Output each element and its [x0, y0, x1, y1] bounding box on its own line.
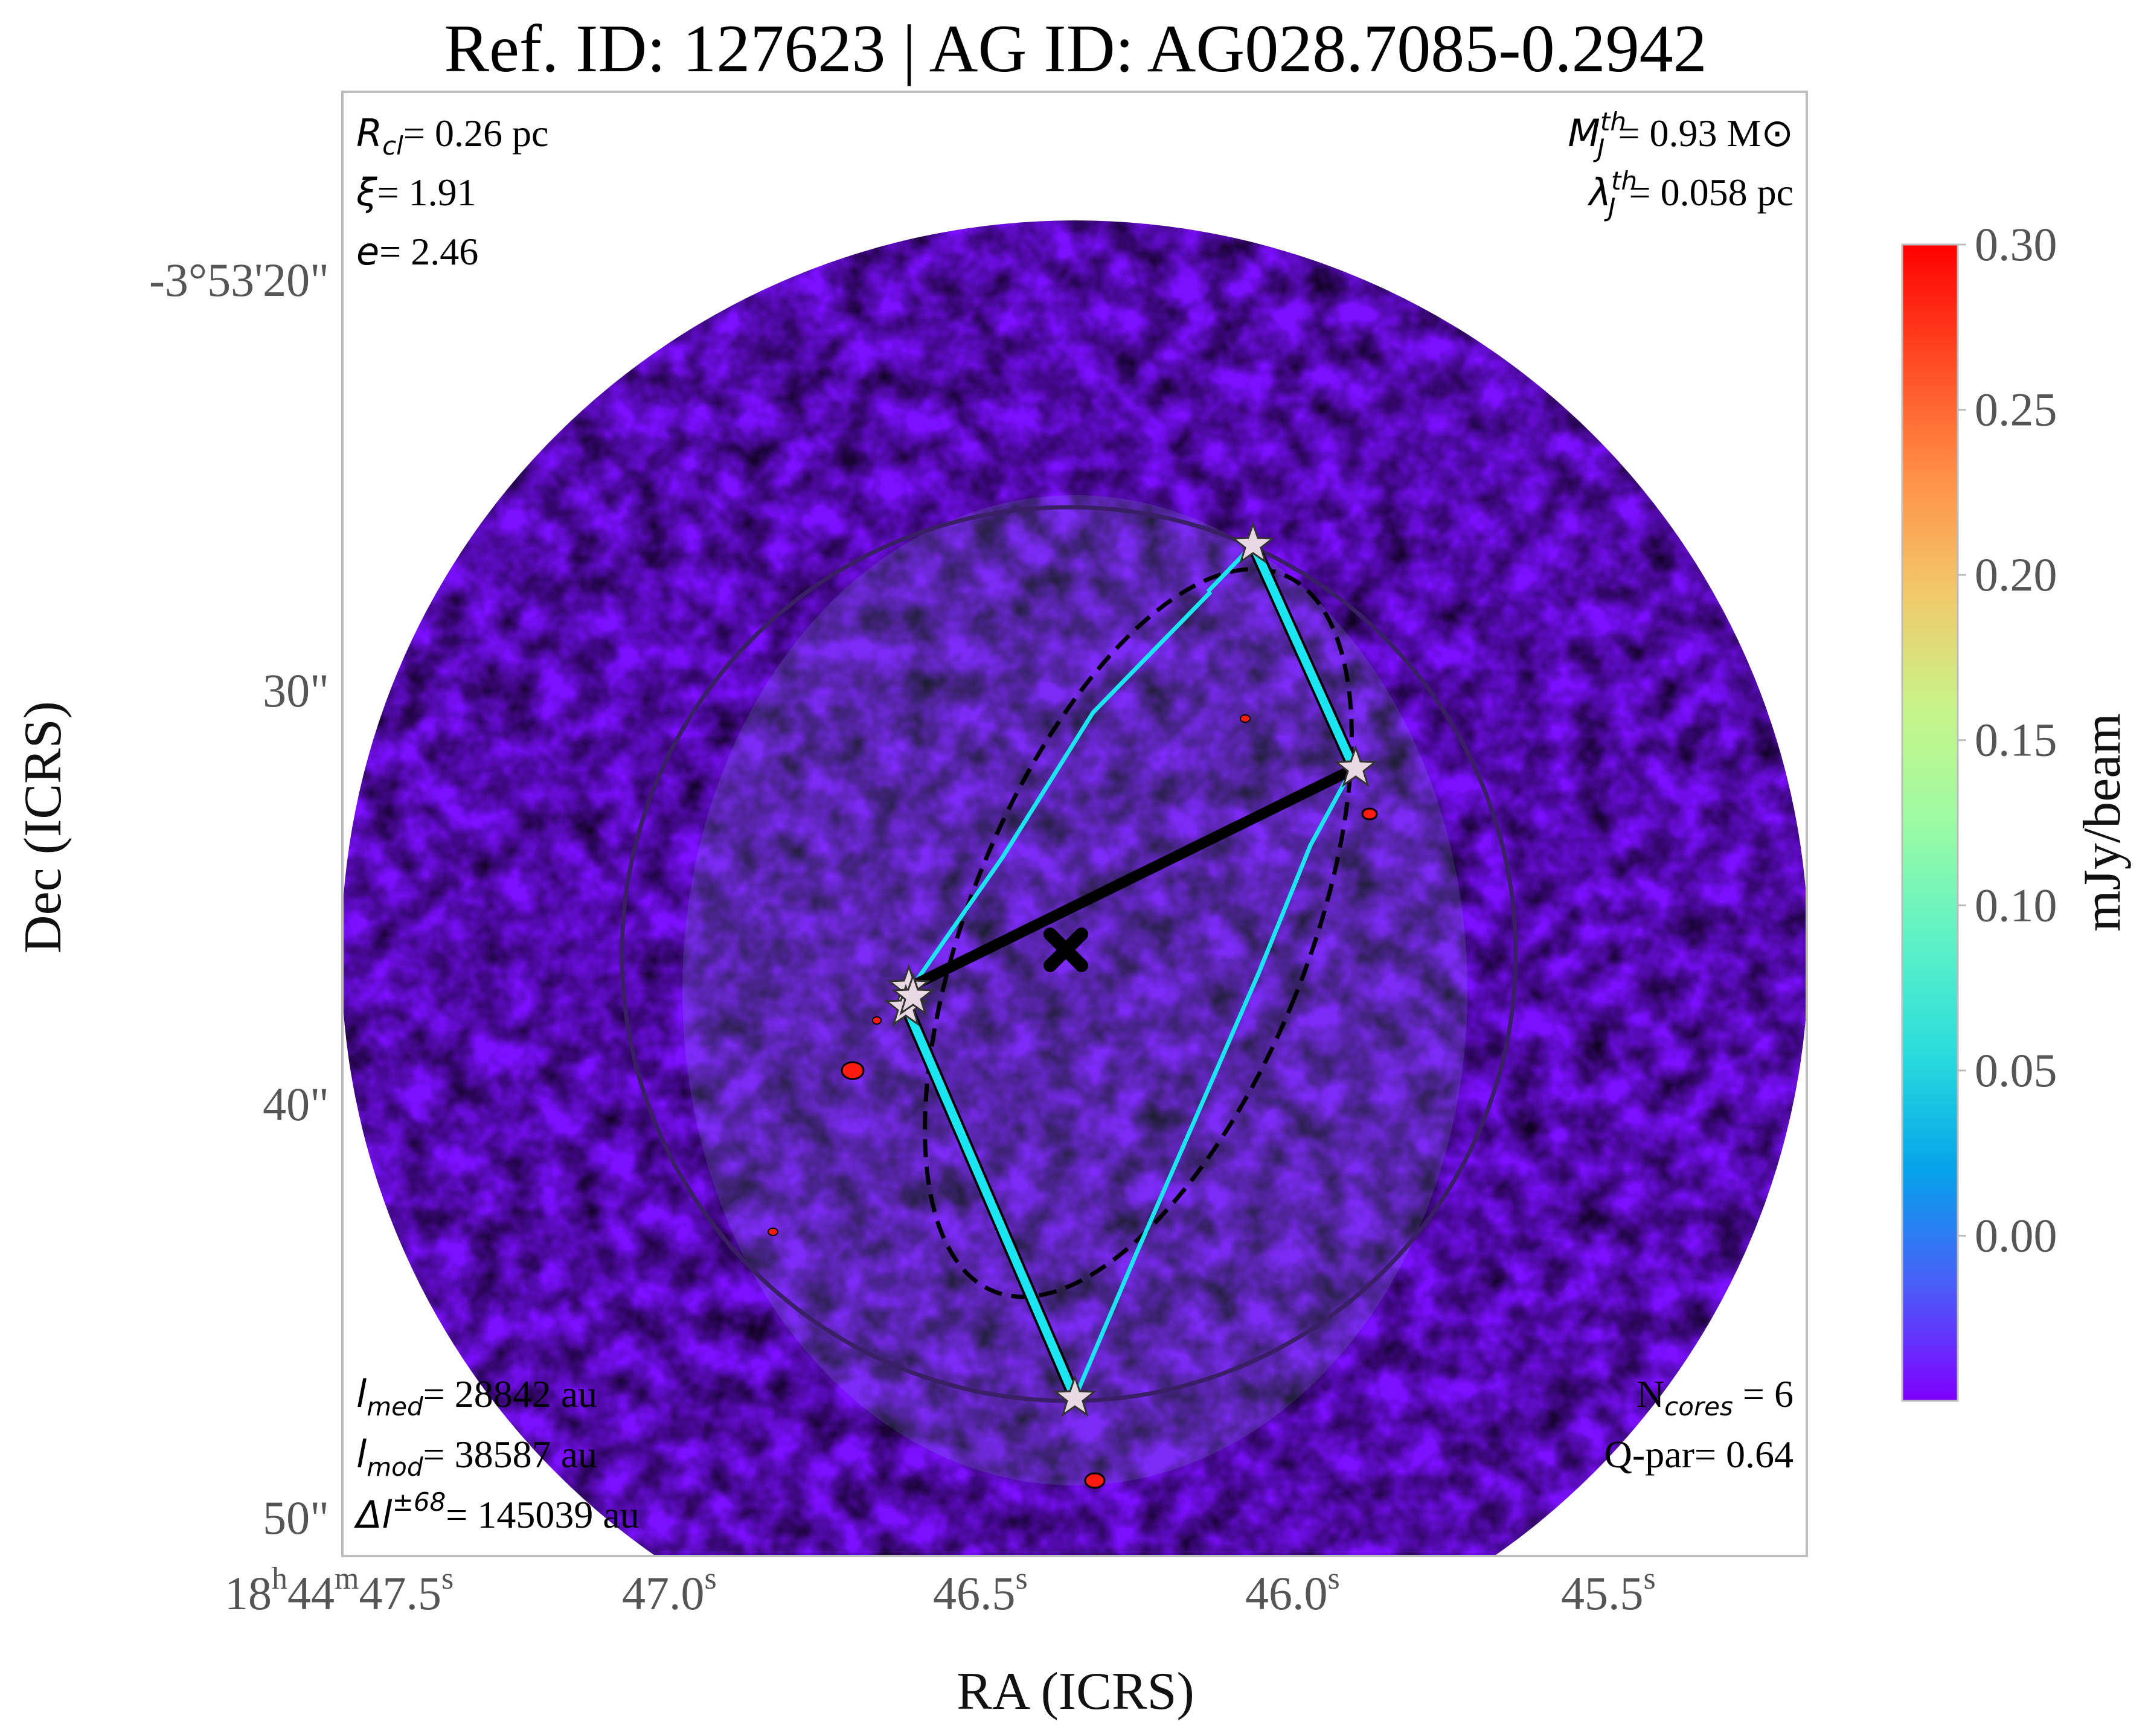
x-tick-label: 47.0s [622, 1561, 717, 1619]
annotation-ncores: Ncores = 6 [1636, 1372, 1794, 1421]
y-tick-label: -3°53'20" [149, 254, 329, 306]
colorbar-bar [1901, 243, 1959, 1402]
core-star-marker [891, 973, 935, 1016]
colorbar-tick-label: 0.10 [1975, 879, 2057, 931]
annotations-top-left: Rcl= 0.26 pc ξ= 1.91 e= 2.46 [356, 111, 548, 274]
y-tick-label: 30" [263, 664, 329, 717]
core-star-marker [1333, 745, 1378, 787]
colorbar-ticks: 0.30 0.25 0.20 0.15 0.10 0.05 0.00 [1958, 218, 2057, 1261]
x-axis-label: RA (ICRS) [957, 1662, 1194, 1721]
mst-edge [1072, 764, 1356, 1399]
annotation-delta-l: Δl±68= 145039 au [354, 1487, 640, 1537]
annotation-mj: Mth J = 0.93 M⊙ [1568, 107, 1794, 163]
y-ticks: -3°53'20" 30" 40" 50" [149, 254, 329, 1544]
annotation-e: e= 2.46 [356, 229, 478, 274]
y-tick-label: 50" [263, 1491, 329, 1544]
y-axis-label: Dec (ICRS) [14, 701, 72, 953]
compact-source [841, 1061, 865, 1080]
x-tick-label: 46.5s [933, 1561, 1028, 1619]
y-tick-label: 40" [263, 1078, 329, 1130]
colorbar: 0.30 0.25 0.20 0.15 0.10 0.05 0.00 mJy/beam [1901, 218, 2132, 1402]
annotation-qpar: Q-par= 0.64 [1604, 1433, 1794, 1476]
compact-source [768, 1228, 778, 1236]
x-tick-label: 45.5s [1561, 1561, 1656, 1619]
annotations-bottom-left: lmed= 28842 au lmod= 38587 au Δl±68= 145… [354, 1372, 640, 1537]
fitted-ellipse [923, 566, 1354, 1299]
core-star-marker [1231, 521, 1275, 564]
compact-source [1361, 807, 1378, 821]
image-panel: Rcl= 0.26 pc ξ= 1.91 e= 2.46 Mth J = 0.93 … [341, 91, 1808, 1557]
compact-source [872, 1016, 882, 1025]
x-ticks: 18h44m47.5s 47.0s 46.5s 46.0s 45.5s [225, 1561, 1656, 1619]
annotation-lambdaj: λth J = 0.058 pc [1587, 166, 1794, 222]
axes-frame [341, 91, 1808, 1557]
core-star-marker [1053, 1374, 1097, 1417]
mst-edge [1249, 543, 1357, 767]
colorbar-tick-label: 0.20 [1975, 548, 2057, 601]
colorbar-tick-label: 0.05 [1975, 1044, 2057, 1097]
annotation-lmed: lmed= 28842 au [356, 1372, 597, 1421]
colorbar-tick-label: 0.25 [1975, 383, 2057, 436]
mst-edge [911, 590, 1213, 987]
annotations-bottom-right: Ncores = 6 Q-par= 0.64 [1604, 1372, 1794, 1476]
mst-edge [902, 1004, 1079, 1400]
colorbar-tick-label: 0.00 [1975, 1209, 2057, 1261]
annotations-top-right: Mth J = 0.93 M⊙ λth J = 0.058 pc [1568, 107, 1794, 222]
annotation-xi: ξ= 1.91 [356, 170, 476, 214]
colorbar-label: mJy/beam [2073, 713, 2132, 932]
longest-axis-line [911, 763, 1358, 991]
x-tick-label: 18h44m47.5s [225, 1561, 454, 1619]
compact-source [1084, 1472, 1106, 1489]
compact-source [1240, 714, 1251, 723]
colorbar-tick-label: 0.15 [1975, 714, 2057, 766]
center-marker [1043, 927, 1088, 972]
cores [883, 521, 1378, 1417]
compact-sources [768, 714, 1378, 1489]
x-tick-label: 46.0s [1245, 1561, 1340, 1619]
annotation-lmod: lmod= 38587 au [356, 1432, 597, 1482]
annotation-rcl: Rcl= 0.26 pc [356, 111, 548, 161]
colorbar-tick-label: 0.30 [1975, 218, 2057, 271]
chart-title: Ref. ID: 127623 | AG ID: AG028.7085-0.29… [444, 11, 1707, 86]
emission-map [342, 220, 1807, 1556]
